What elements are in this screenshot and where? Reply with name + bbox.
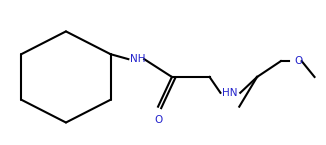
Text: NH: NH [130, 54, 146, 64]
Text: O: O [295, 56, 303, 66]
Text: O: O [154, 115, 162, 125]
Text: HN: HN [222, 88, 238, 98]
